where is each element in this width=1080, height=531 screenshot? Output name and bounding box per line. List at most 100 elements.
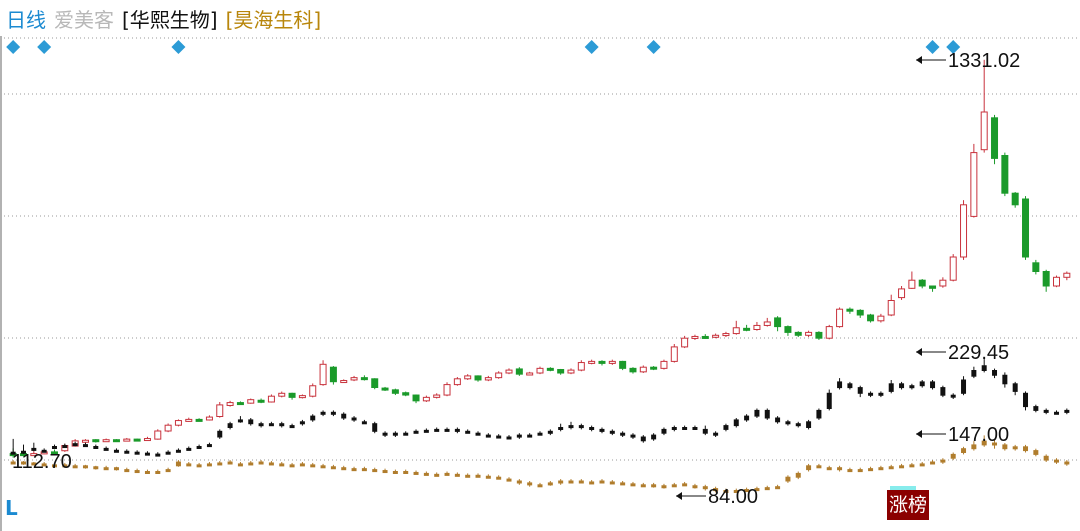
candle-2-23 [248, 462, 254, 466]
candle-2-56 [589, 481, 595, 485]
candle-2-65 [682, 483, 688, 487]
candle-0-63 [660, 360, 668, 369]
candle-1-43 [454, 428, 460, 432]
candle-2-52 [547, 482, 553, 486]
candle-1-53 [558, 427, 564, 430]
rank-badge[interactable]: 涨榜 [887, 490, 929, 520]
candle-1-10 [113, 449, 119, 453]
candle-1-5 [62, 445, 68, 449]
candle-1-58 [609, 430, 615, 434]
candle-2-85 [888, 466, 894, 470]
candle-0-92 [960, 204, 968, 258]
candle-2-22 [237, 463, 243, 467]
legend-period[interactable]: 日线 [6, 7, 46, 32]
candle-1-32 [341, 413, 347, 419]
candle-1-71 [744, 415, 750, 421]
candle-2-19 [206, 463, 212, 467]
candle-0-31 [329, 366, 337, 383]
candle-2-87 [909, 464, 915, 468]
candle-1-34 [361, 421, 367, 425]
candle-2-58 [609, 481, 615, 485]
candle-0-20 [216, 404, 224, 417]
candle-2-74 [775, 486, 781, 490]
candle-0-65 [681, 337, 689, 348]
candle-2-38 [403, 471, 409, 474]
candle-1-57 [599, 428, 605, 432]
legend-series-3[interactable]: [昊海生科] [225, 7, 322, 32]
candle-0-28 [298, 395, 306, 399]
candle-2-2 [31, 462, 37, 466]
candle-0-4 [50, 451, 58, 455]
candle-2-64 [671, 484, 677, 488]
candle-2-70 [733, 490, 739, 493]
candle-1-83 [868, 392, 874, 396]
candle-0-25 [267, 395, 275, 403]
candle-2-79 [826, 467, 832, 471]
candle-2-77 [806, 465, 812, 471]
candle-0-69 [722, 333, 730, 337]
marker-diamond-0 [6, 40, 21, 54]
candle-1-62 [651, 434, 657, 440]
candle-1-55 [578, 425, 584, 429]
candle-0-38 [402, 392, 410, 396]
marker-diamond-2 [171, 40, 186, 54]
candle-1-36 [382, 432, 388, 436]
candle-2-60 [630, 483, 636, 487]
candle-2-46 [485, 475, 491, 479]
candle-2-68 [713, 488, 719, 492]
label-min-series-3-arrow [676, 492, 682, 500]
candle-2-10 [113, 467, 119, 471]
candle-0-39 [412, 394, 420, 402]
candle-0-62 [650, 366, 658, 370]
candle-1-41 [434, 428, 440, 432]
candle-0-67 [701, 335, 709, 339]
candle-0-49 [515, 368, 523, 375]
candle-1-49 [516, 434, 522, 438]
candle-1-86 [899, 383, 905, 389]
candle-0-33 [350, 377, 358, 381]
candle-1-2 [31, 447, 37, 451]
candle-1-19 [206, 444, 212, 448]
candle-0-19 [205, 416, 213, 421]
candle-2-42 [444, 472, 450, 476]
candle-2-35 [372, 469, 378, 473]
candle-2-90 [940, 459, 946, 463]
candle-2-32 [341, 467, 347, 471]
candle-0-34 [360, 377, 368, 381]
candle-0-32 [340, 380, 348, 384]
candle-2-96 [1002, 444, 1008, 450]
legend-series-1[interactable]: 爱美客 [54, 7, 114, 32]
candle-1-13 [144, 452, 150, 456]
candle-1-25 [268, 423, 274, 427]
candle-2-11 [124, 469, 130, 473]
candle-2-92 [961, 448, 967, 454]
candle-2-71 [744, 489, 750, 493]
candle-0-55 [577, 362, 585, 371]
candle-2-20 [217, 462, 223, 466]
candle-1-0 [10, 451, 16, 455]
candle-1-75 [785, 421, 791, 425]
candle-2-16 [175, 461, 181, 467]
marker-diamond-3 [584, 40, 599, 54]
candle-2-72 [754, 488, 760, 492]
candle-0-56 [588, 360, 596, 364]
candle-0-87 [908, 279, 916, 289]
candle-0-21 [226, 402, 234, 406]
candle-1-88 [919, 381, 925, 387]
label-max-series-1-arrow [916, 56, 922, 64]
candle-2-102 [1064, 461, 1070, 465]
legend-series-2[interactable]: [华熙生物] [122, 7, 218, 32]
candle-1-84 [878, 392, 884, 396]
candle-1-79 [826, 392, 832, 409]
candle-1-61 [640, 436, 646, 442]
candle-2-25 [268, 462, 274, 466]
candle-0-44 [464, 375, 472, 380]
candle-2-69 [723, 490, 729, 493]
candle-2-30 [320, 465, 326, 469]
candle-2-55 [578, 480, 584, 484]
candle-1-87 [909, 385, 915, 389]
candle-2-26 [279, 463, 285, 467]
candle-0-45 [474, 375, 482, 381]
candle-1-22 [237, 419, 243, 423]
